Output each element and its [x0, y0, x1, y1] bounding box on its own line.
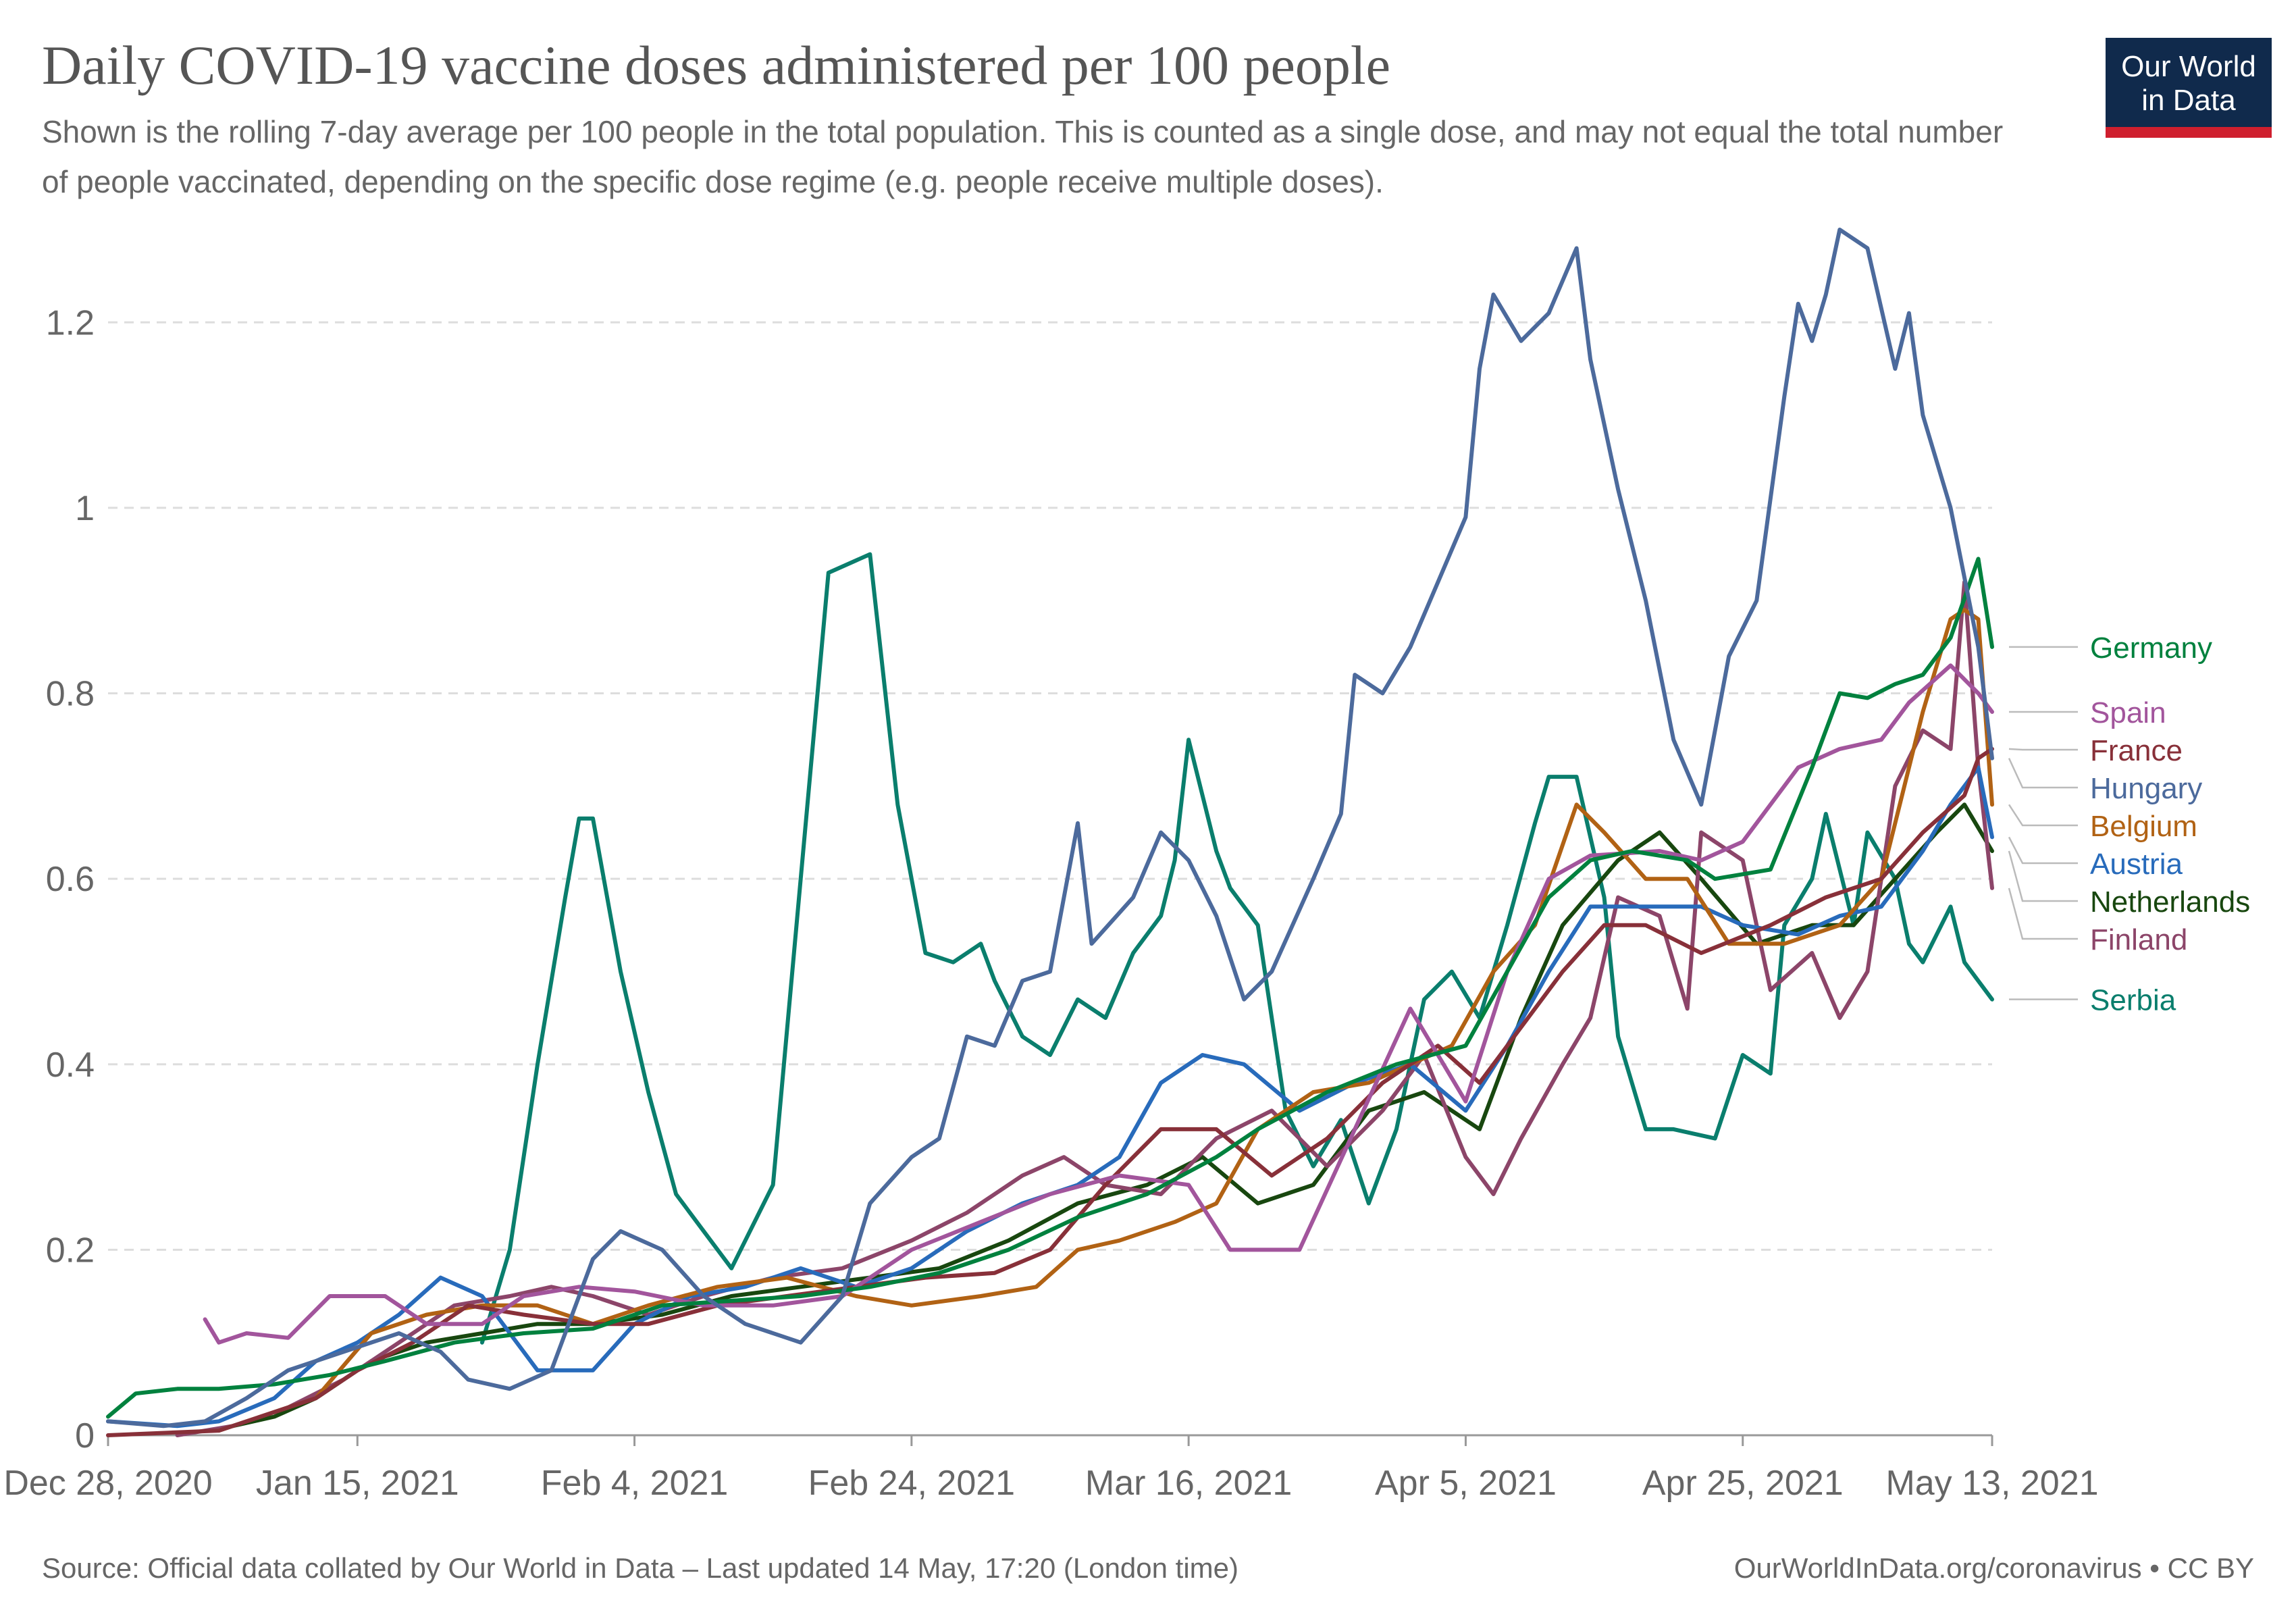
- x-tick-label: Apr 25, 2021: [1642, 1464, 1844, 1503]
- legend-leader-line: [2008, 850, 2078, 902]
- legend-label-serbia: Serbia: [2090, 984, 2176, 1017]
- legend-label-austria: Austria: [2090, 848, 2183, 881]
- legend-label-finland: Finland: [2090, 923, 2187, 956]
- series-line-hungary: [106, 228, 1994, 1429]
- x-tick-label: Feb 24, 2021: [808, 1464, 1015, 1503]
- legend-leader-line: [2008, 836, 2078, 865]
- legend-leader-line: [2008, 758, 2078, 789]
- chart-subtitle: Shown is the rolling 7-day average per 1…: [42, 114, 2004, 199]
- site-link[interactable]: OurWorldInData.org/coronavirus • CC BY: [1733, 1552, 2254, 1584]
- y-axis-tick-labels: 0 0.2 0.4 0.6 0.8 1 1.2: [46, 303, 95, 1456]
- legend-label-spain: Spain: [2090, 696, 2166, 729]
- grid-lines: [108, 321, 1992, 1251]
- source-note: Source: Official data collated by Our Wo…: [42, 1552, 1238, 1584]
- series-line-netherlands: [230, 802, 1994, 1429]
- x-tick-label: Dec 28, 2020: [3, 1464, 212, 1503]
- series-line-spain: [203, 663, 1994, 1345]
- series-line-france: [106, 746, 1994, 1437]
- legend-leader-line: [2008, 748, 2078, 751]
- x-tick-label: Jan 15, 2021: [256, 1464, 459, 1503]
- y-tick-label: 0: [75, 1416, 95, 1456]
- legend-label-hungary: Hungary: [2090, 772, 2202, 805]
- logo-text: Our World in Data: [2106, 50, 2272, 118]
- logo-line-2: in Data: [2141, 84, 2236, 117]
- logo-line-1: Our World: [2121, 50, 2256, 83]
- legend-label-netherlands: Netherlands: [2090, 885, 2250, 919]
- x-tick-label: Mar 16, 2021: [1085, 1464, 1292, 1503]
- y-tick-label: 0.6: [46, 860, 95, 899]
- y-tick-label: 1.2: [46, 303, 95, 342]
- legend-leader-line: [2008, 887, 2078, 940]
- x-tick-label: Feb 4, 2021: [541, 1464, 729, 1503]
- legend-label-france: France: [2090, 734, 2183, 767]
- x-tick-label: Apr 5, 2021: [1375, 1464, 1557, 1503]
- owid-logo[interactable]: Our World in Data: [2106, 38, 2272, 138]
- legend: Germany Spain France Hungary Belgium Austria N…: [2008, 632, 2250, 1017]
- series-line-serbia: [479, 552, 1994, 1345]
- y-tick-label: 0.2: [46, 1231, 95, 1270]
- x-axis: [107, 1434, 1993, 1446]
- legend-label-belgium: Belgium: [2090, 810, 2197, 843]
- series-line-germany: [106, 557, 1994, 1419]
- chart-title: Daily COVID-19 vaccine doses administere…: [42, 34, 1391, 96]
- legend-label-germany: Germany: [2090, 632, 2212, 665]
- y-tick-label: 1: [75, 489, 95, 528]
- y-tick-label: 0.8: [46, 675, 95, 714]
- x-tick-label: May 13, 2021: [1885, 1464, 2098, 1503]
- series-lines: [106, 228, 1994, 1437]
- legend-leader-line: [2008, 804, 2078, 827]
- logo-accent-bar: [2106, 127, 2272, 138]
- y-tick-label: 0.4: [46, 1046, 95, 1085]
- x-axis-tick-labels: Dec 28, 2020 Jan 15, 2021 Feb 4, 2021 Feb 2…: [3, 1464, 2098, 1503]
